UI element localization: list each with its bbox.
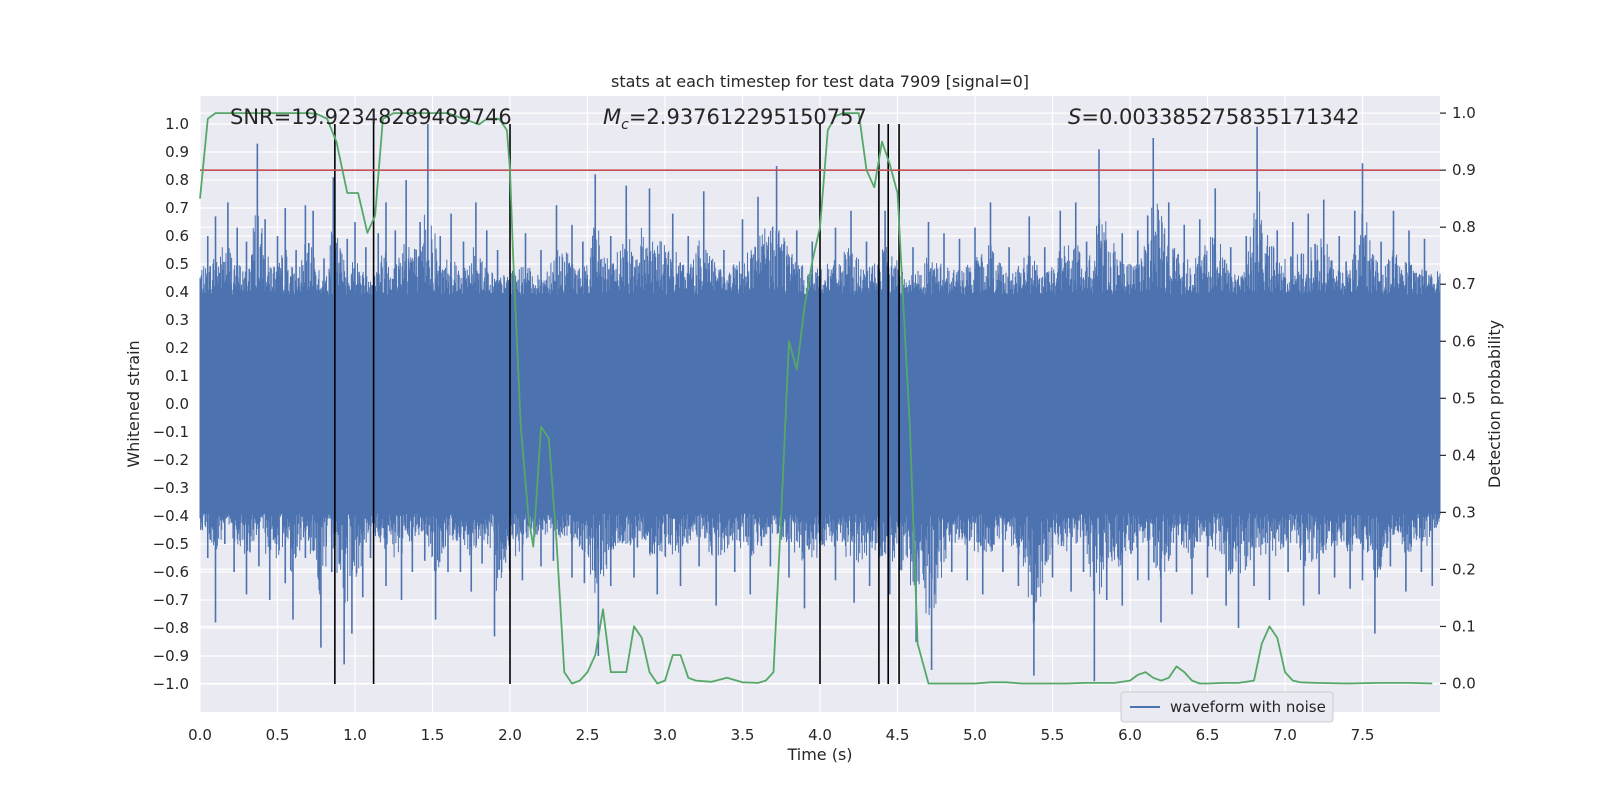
y-tick-label-7: 0.3 <box>165 311 189 329</box>
snr-value: =19.92348289489746 <box>274 105 512 129</box>
detection-probability-line <box>199 112 1433 685</box>
x-tick-label-4: 2.0 <box>498 726 522 744</box>
chart-title: stats at each timestep for test data 790… <box>611 72 1029 91</box>
x-tick-label-12: 6.0 <box>1118 726 1142 744</box>
y-tick-label-12: −0.2 <box>153 451 189 469</box>
y-tick-label-0: 1.0 <box>165 115 189 133</box>
x-tick-label-13: 6.5 <box>1196 726 1220 744</box>
x-axis-label: Time (s) <box>786 745 852 764</box>
s-value: =0.003385275835171342 <box>1081 105 1359 129</box>
y-tick-label-11: −0.1 <box>153 423 189 441</box>
x-tick-label-6: 3.0 <box>653 726 677 744</box>
chirp-mass-annotation: Mc=2.937612295150757 <box>603 105 867 133</box>
snr-label: SNR <box>230 105 274 129</box>
x-tick-label-1: 0.5 <box>266 726 290 744</box>
y-tick-label-13: −0.3 <box>153 479 189 497</box>
y-tick-label-5: 0.5 <box>165 255 189 273</box>
y-tick-label-20: −1.0 <box>153 675 189 693</box>
y-tick-label-17: −0.7 <box>153 591 189 609</box>
y-tick-label-1: 0.9 <box>165 143 189 161</box>
y-right-tick-label-7: 0.3 <box>1452 503 1476 521</box>
y-tick-label-18: −0.8 <box>153 619 189 637</box>
y-tick-label-9: 0.1 <box>165 367 189 385</box>
y-right-tick-label-10: 0.0 <box>1452 674 1476 692</box>
chirp-mass-label: M <box>603 105 621 129</box>
detection-probability-series <box>199 112 1433 685</box>
y-tick-label-6: 0.4 <box>165 283 189 301</box>
y-tick-label-8: 0.2 <box>165 339 189 357</box>
y-tick-label-4: 0.6 <box>165 227 189 245</box>
y-tick-label-19: −0.9 <box>153 647 189 665</box>
x-tick-label-10: 5.0 <box>963 726 987 744</box>
x-tick-label-14: 7.0 <box>1273 726 1297 744</box>
x-tick-label-3: 1.5 <box>421 726 445 744</box>
legend-box <box>1120 691 1334 723</box>
legend: waveform with noise <box>1120 691 1334 723</box>
x-tick-label-15: 7.5 <box>1351 726 1375 744</box>
chirp-mass-subscript: c <box>621 117 629 133</box>
x-tick-label-9: 4.5 <box>886 726 910 744</box>
y-axis-ticks: 1.0 0.9 0.8 0.7 0.6 0.5 0.4 0.3 0.2 0.1 0.0 −0.1 −0.… <box>153 115 189 693</box>
x-tick-label-8: 4.0 <box>808 726 832 744</box>
s-label: S <box>1068 105 1081 129</box>
y-tick-label-10: 0.0 <box>165 395 189 413</box>
y-right-tick-label-3: 0.7 <box>1452 275 1476 293</box>
x-tick-label-2: 1.0 <box>343 726 367 744</box>
x-tick-label-7: 3.5 <box>731 726 755 744</box>
y-tick-label-16: −0.6 <box>153 563 189 581</box>
y-right-tick-label-1: 0.9 <box>1452 161 1476 179</box>
x-tick-label-11: 5.5 <box>1041 726 1065 744</box>
y-right-tick-label-0: 1.0 <box>1452 104 1476 122</box>
x-tick-label-5: 2.5 <box>576 726 600 744</box>
y-right-tick-label-2: 0.8 <box>1452 218 1476 236</box>
y-right-tick-label-8: 0.2 <box>1452 560 1476 578</box>
y-right-axis-ticks: 1.0 0.9 0.8 0.7 0.6 0.5 0.4 0.3 0.2 0.1 0.0 <box>1440 104 1476 692</box>
y-right-axis-label: Detection probability <box>1485 320 1504 488</box>
y-tick-label-2: 0.8 <box>165 171 189 189</box>
x-axis-ticks: 0.0 0.5 1.0 1.5 2.0 2.5 3.0 3.5 4.0 4.5 5.0 5.5 6.0 6… <box>188 726 1374 744</box>
y-right-tick-label-6: 0.4 <box>1452 446 1476 464</box>
chirp-mass-value: =2.937612295150757 <box>629 105 867 129</box>
snr-annotation: SNR=19.92348289489746 <box>230 105 512 129</box>
y-right-tick-label-5: 0.5 <box>1452 389 1476 407</box>
y-right-tick-label-4: 0.6 <box>1452 332 1476 350</box>
x-tick-label-0: 0.0 <box>188 726 212 744</box>
s-annotation: S=0.003385275835171342 <box>1068 105 1359 129</box>
y-tick-label-14: −0.4 <box>153 507 189 525</box>
y-right-tick-label-9: 0.1 <box>1452 617 1476 635</box>
y-tick-label-3: 0.7 <box>165 199 189 217</box>
y-tick-label-15: −0.5 <box>153 535 189 553</box>
y-axis-label: Whitened strain <box>124 340 143 467</box>
legend-entry-waveform: waveform with noise <box>1170 698 1326 716</box>
